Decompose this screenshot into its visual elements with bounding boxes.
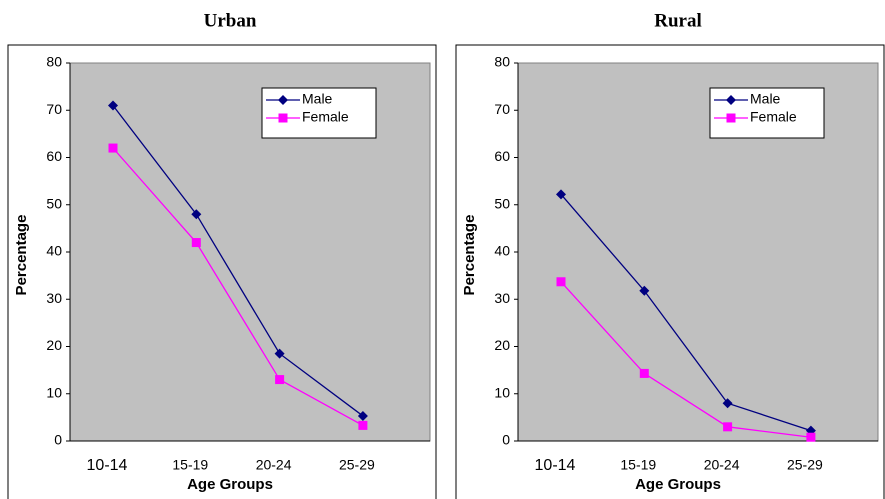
y-tick-label: 40 <box>46 243 62 259</box>
y-tick-label: 10 <box>46 384 62 400</box>
y-tick-label: 50 <box>494 195 510 211</box>
x-tick-label: 10-14 <box>87 457 128 474</box>
y-tick-label: 10 <box>494 384 510 400</box>
x-tick-label: 15-19 <box>620 457 656 473</box>
data-point <box>357 410 368 421</box>
legend-label: Male <box>302 91 333 107</box>
legend-label: Male <box>750 91 781 107</box>
data-point <box>108 143 118 153</box>
data-point <box>556 277 566 287</box>
legend-marker <box>726 113 736 123</box>
y-tick-label: 60 <box>494 148 510 164</box>
chart-title: Urban <box>204 10 257 31</box>
legend-marker <box>278 113 288 123</box>
y-axis-label: Percentage <box>13 215 30 296</box>
x-tick-label: 25-29 <box>339 457 375 473</box>
y-axis-label: Percentage <box>461 215 478 296</box>
y-tick-label: 0 <box>54 432 62 448</box>
x-tick-label: 20-24 <box>704 457 740 473</box>
y-tick-label: 80 <box>494 54 510 70</box>
x-axis-label: Age Groups <box>187 476 273 493</box>
y-tick-label: 80 <box>46 54 62 70</box>
y-tick-label: 40 <box>494 243 510 259</box>
data-point <box>358 420 368 430</box>
data-point <box>108 100 118 111</box>
x-tick-label: 10-14 <box>535 457 576 474</box>
legend-marker <box>726 95 736 105</box>
x-axis-label: Age Groups <box>635 476 721 493</box>
data-point <box>274 348 285 359</box>
x-tick-label: 25-29 <box>787 457 823 473</box>
y-tick-label: 20 <box>494 337 510 353</box>
y-tick-label: 20 <box>46 337 62 353</box>
data-point <box>556 189 566 200</box>
data-point <box>275 375 285 385</box>
data-point <box>722 398 733 409</box>
y-tick-label: 50 <box>46 195 62 211</box>
legend-label: Female <box>750 109 797 125</box>
series-line <box>560 281 811 438</box>
y-tick-label: 30 <box>494 290 510 306</box>
series-line <box>112 147 364 426</box>
data-point <box>191 238 201 248</box>
data-point <box>806 432 816 442</box>
legend-label: Female <box>302 109 349 125</box>
legend-box <box>261 87 377 139</box>
y-tick-label: 0 <box>502 432 510 448</box>
y-tick-label: 60 <box>46 148 62 164</box>
series-line <box>560 193 812 432</box>
legend-box <box>709 87 825 139</box>
data-point <box>191 209 202 220</box>
x-tick-label: 20-24 <box>256 457 292 473</box>
data-point <box>723 422 733 432</box>
y-tick-label: 70 <box>46 101 62 117</box>
x-tick-label: 15-19 <box>172 457 208 473</box>
data-point <box>639 368 649 378</box>
y-tick-label: 70 <box>494 101 510 117</box>
data-point <box>639 285 650 296</box>
series-line <box>112 105 364 417</box>
legend-marker <box>278 95 288 105</box>
y-tick-label: 30 <box>46 290 62 306</box>
chart-title: Rural <box>654 10 702 31</box>
